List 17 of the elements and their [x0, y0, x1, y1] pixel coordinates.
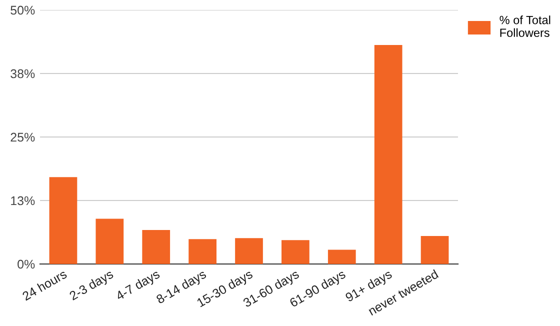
- y-tick-label: 0%: [18, 260, 35, 269]
- legend-label: % of Total Followers: [500, 16, 550, 37]
- y-tick-label: 25%: [10, 132, 35, 142]
- y-tick-label: 50%: [10, 6, 35, 15]
- bar: [235, 238, 263, 264]
- bar: [49, 177, 78, 264]
- x-tick-label: 24 hours: [22, 269, 68, 301]
- y-tick-label: 13%: [11, 196, 35, 206]
- bar: [374, 45, 402, 264]
- bar: [420, 236, 449, 264]
- bar: [142, 230, 170, 264]
- x-tick-label: 2-3 days: [68, 269, 116, 303]
- bar: [96, 218, 124, 264]
- y-tick-label: 38%: [10, 69, 35, 78]
- bar: [328, 250, 356, 264]
- bar: [188, 239, 216, 264]
- bar: [282, 240, 310, 264]
